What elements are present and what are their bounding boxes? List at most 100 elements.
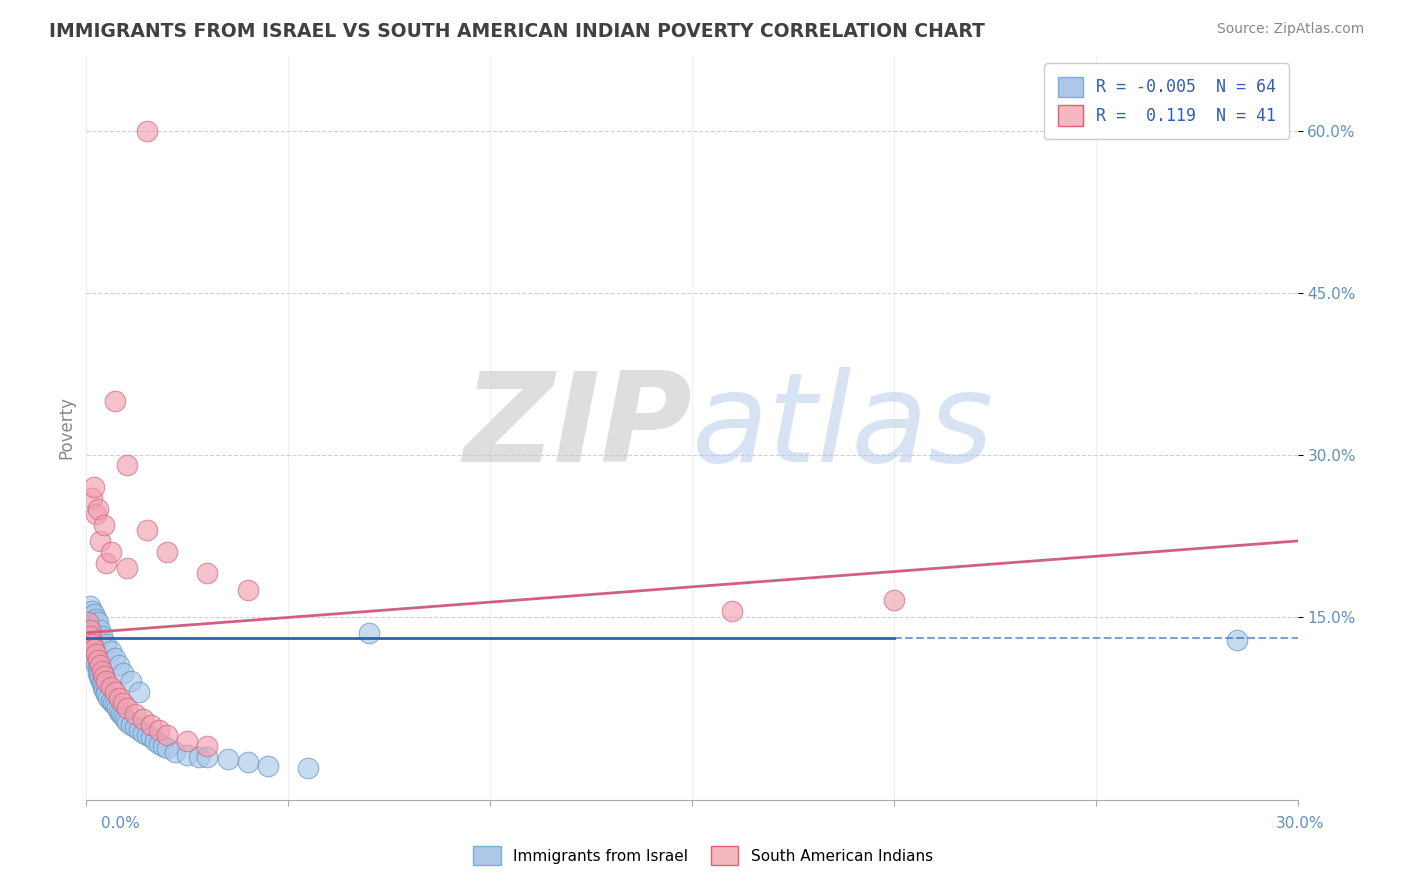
Point (357, 625, 380, 640)
Point (86, 661, 108, 675)
Point (111, 696, 134, 710)
Point (120, 674, 142, 689)
Point (77, 615, 100, 629)
Point (107, 658, 129, 673)
Point (87, 615, 110, 629)
Point (107, 705, 129, 719)
Point (257, 758, 280, 772)
Point (128, 723, 150, 737)
Point (148, 737, 170, 751)
Point (83, 607, 105, 622)
Point (156, 741, 179, 756)
Point (103, 685, 125, 699)
Point (217, 752, 239, 766)
Point (110, 706, 132, 721)
Point (83, 642, 105, 657)
Point (100, 680, 122, 694)
Point (111, 709, 134, 723)
Text: 30.0%: 30.0% (1277, 816, 1324, 830)
Point (93, 517, 115, 532)
Point (91, 629, 114, 643)
Point (82, 636, 104, 650)
Point (96, 674, 118, 689)
Point (139, 717, 162, 731)
Point (883, 593, 905, 607)
Point (82, 491, 104, 505)
Point (80, 618, 103, 632)
Point (124, 706, 146, 721)
Text: Source: ZipAtlas.com: Source: ZipAtlas.com (1216, 22, 1364, 37)
Point (176, 733, 198, 747)
Point (236, 582, 259, 597)
Text: ZIP: ZIP (463, 368, 692, 488)
Point (236, 756, 259, 770)
Point (156, 545, 179, 559)
Text: 0.0%: 0.0% (101, 816, 141, 830)
Point (148, 723, 170, 737)
Point (115, 561, 138, 575)
Point (100, 694, 122, 708)
Point (89, 533, 111, 548)
Point (135, 523, 157, 537)
Point (197, 739, 219, 753)
Point (101, 696, 124, 710)
Point (103, 650, 125, 665)
Point (87, 653, 110, 667)
Point (165, 744, 187, 758)
Point (135, 124, 157, 138)
Point (139, 731, 162, 745)
Point (83, 642, 105, 657)
Point (79, 623, 101, 637)
Point (87, 501, 110, 516)
Point (128, 685, 150, 699)
Point (89, 672, 111, 686)
Legend: Immigrants from Israel, South American Indians: Immigrants from Israel, South American I… (467, 840, 939, 871)
Point (79, 629, 101, 643)
Point (135, 728, 157, 742)
Point (115, 458, 138, 473)
Point (96, 556, 118, 570)
Y-axis label: Poverty: Poverty (58, 396, 75, 459)
Point (114, 712, 136, 726)
Point (96, 636, 118, 650)
Point (197, 750, 219, 764)
Point (132, 712, 155, 726)
Point (115, 701, 138, 715)
Point (1226, 633, 1249, 648)
Point (176, 747, 198, 762)
Point (97, 690, 120, 705)
Point (111, 665, 134, 680)
Point (91, 664, 114, 678)
Point (100, 545, 122, 559)
Point (100, 644, 122, 658)
Point (103, 698, 125, 712)
Point (86, 658, 108, 673)
Point (105, 701, 128, 715)
Point (89, 623, 111, 637)
Point (152, 739, 174, 753)
Point (79, 599, 101, 613)
Point (721, 604, 744, 618)
Point (143, 733, 166, 747)
Point (90, 674, 112, 689)
Point (120, 717, 142, 731)
Point (115, 715, 138, 730)
Legend: R = -0.005  N = 64, R =  0.119  N = 41: R = -0.005 N = 64, R = 0.119 N = 41 (1045, 63, 1289, 139)
Point (188, 750, 211, 764)
Point (86, 648, 108, 662)
Point (107, 690, 129, 705)
Point (89, 658, 111, 673)
Point (87, 665, 110, 680)
Point (297, 761, 319, 775)
Point (94, 685, 117, 699)
Text: IMMIGRANTS FROM ISRAEL VS SOUTH AMERICAN INDIAN POVERTY CORRELATION CHART: IMMIGRANTS FROM ISRAEL VS SOUTH AMERICAN… (49, 22, 986, 41)
Point (124, 720, 146, 734)
Point (83, 480, 105, 494)
Text: atlas: atlas (692, 368, 994, 488)
Point (79, 615, 101, 629)
Point (103, 393, 125, 408)
Point (93, 683, 115, 698)
Point (89, 669, 111, 683)
Point (91, 680, 114, 694)
Point (132, 726, 155, 740)
